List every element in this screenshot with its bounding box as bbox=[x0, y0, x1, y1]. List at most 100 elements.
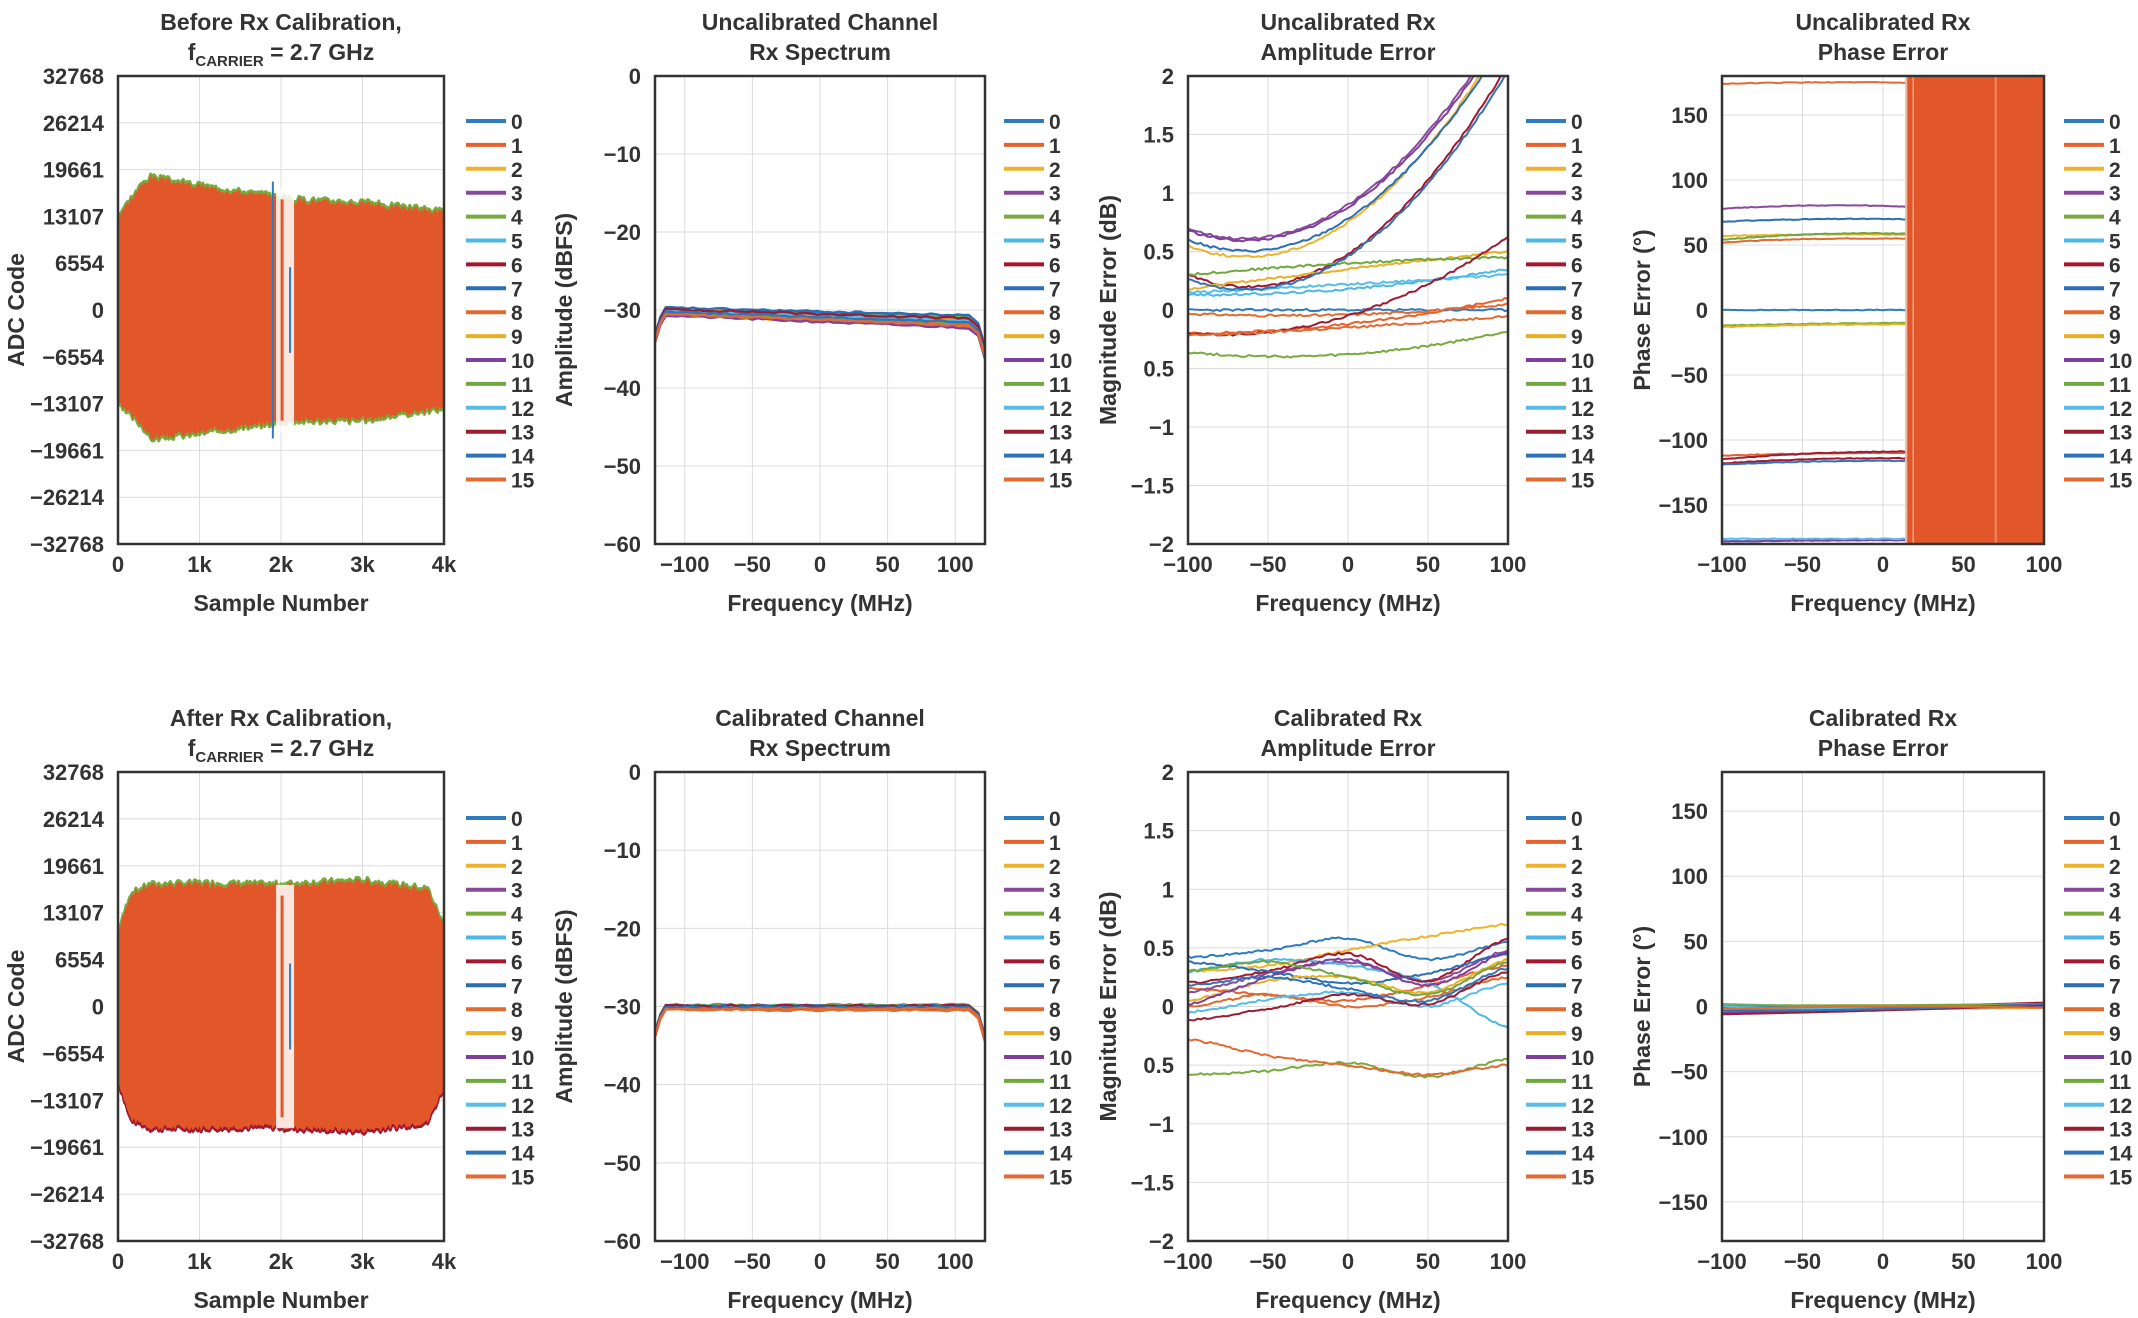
legend-label-9: 9 bbox=[1049, 1023, 1061, 1046]
plot-frame bbox=[653, 74, 987, 546]
legend-label-14: 14 bbox=[1571, 446, 1595, 469]
legend-label-8: 8 bbox=[1049, 302, 1061, 325]
x-tick-label: 2k bbox=[269, 552, 294, 577]
x-tick-label: −50 bbox=[1784, 552, 1821, 577]
y-tick-label: −20 bbox=[604, 916, 641, 941]
series-line-10 bbox=[1188, 951, 1508, 1006]
y-tick-label: 1.5 bbox=[1143, 819, 1174, 844]
series-edge-lower bbox=[118, 1081, 444, 1136]
chart-title-line2: Amplitude Error bbox=[1260, 735, 1435, 761]
y-tick-label: 0.5 bbox=[1143, 357, 1174, 382]
legend-label-5: 5 bbox=[511, 928, 523, 951]
legend-label-15: 15 bbox=[2109, 1167, 2133, 1190]
y-tick-label: −20 bbox=[604, 220, 641, 245]
series-line-2 bbox=[1188, 76, 1480, 258]
legend-label-4: 4 bbox=[511, 207, 523, 230]
y-tick-label: −50 bbox=[1671, 1060, 1708, 1085]
series-line-12 bbox=[1188, 273, 1508, 294]
legend-label-12: 12 bbox=[1049, 398, 1072, 421]
y-tick-label: 32768 bbox=[43, 760, 104, 785]
plot-frame bbox=[116, 770, 446, 1243]
x-tick-label: 100 bbox=[937, 1249, 974, 1274]
series-line-3 bbox=[1188, 949, 1508, 994]
legend-label-1: 1 bbox=[1049, 135, 1061, 158]
legend-label-6: 6 bbox=[1571, 951, 1583, 974]
legend-label-14: 14 bbox=[1571, 1143, 1595, 1166]
legend-label-13: 13 bbox=[511, 422, 534, 445]
series-line-7 bbox=[1188, 76, 1483, 253]
legend-label-9: 9 bbox=[511, 326, 523, 349]
x-tick-label: 100 bbox=[1490, 1249, 1527, 1274]
y-tick-label: 100 bbox=[1671, 168, 1708, 193]
legend-label-7: 7 bbox=[1049, 975, 1061, 998]
x-tick-label: 50 bbox=[1951, 552, 1975, 577]
legend-label-0: 0 bbox=[1571, 111, 1583, 134]
title-rest: = 2.7 GHz bbox=[264, 735, 375, 761]
plot-area bbox=[1722, 76, 2044, 544]
x-axis-label: Frequency (MHz) bbox=[1790, 590, 1975, 616]
x-tick-label: 3k bbox=[350, 1249, 375, 1274]
legend-label-1: 1 bbox=[511, 832, 523, 855]
chart-title-line1: Uncalibrated Channel bbox=[702, 9, 938, 35]
legend-label-0: 0 bbox=[511, 111, 523, 134]
legend-label-13: 13 bbox=[511, 1119, 534, 1142]
y-tick-label: −32768 bbox=[30, 1229, 104, 1254]
plot-area bbox=[1188, 76, 1508, 359]
x-axis-label: Frequency (MHz) bbox=[1790, 1287, 1975, 1313]
legend-label-10: 10 bbox=[1571, 1047, 1594, 1070]
series-line-0 bbox=[1188, 936, 1508, 962]
title-rest: = 2.7 GHz bbox=[264, 39, 375, 65]
chart-title-line1: Uncalibrated Rx bbox=[1260, 9, 1435, 35]
legend-label-8: 8 bbox=[511, 999, 523, 1022]
y-tick-label: 100 bbox=[1671, 864, 1708, 889]
legend-label-7: 7 bbox=[1049, 278, 1061, 301]
y-tick-label: 26214 bbox=[43, 807, 105, 832]
y-tick-label: −50 bbox=[604, 1151, 641, 1176]
legend-label-1: 1 bbox=[1049, 832, 1061, 855]
legend-label-4: 4 bbox=[2109, 904, 2121, 927]
series-line-7 bbox=[655, 305, 985, 348]
legend-label-7: 7 bbox=[511, 278, 523, 301]
legend-label-5: 5 bbox=[1571, 231, 1583, 254]
y-tick-label: 0 bbox=[1162, 298, 1174, 323]
legend-label-14: 14 bbox=[511, 446, 535, 469]
y-tick-label: −1 bbox=[1149, 415, 1174, 440]
legend-label-12: 12 bbox=[1049, 1095, 1072, 1118]
legend-label-5: 5 bbox=[1049, 231, 1061, 254]
y-tick-label: −1 bbox=[1149, 1112, 1174, 1137]
series-line-11 bbox=[1722, 1002, 2044, 1007]
legend-label-2: 2 bbox=[1571, 856, 1583, 879]
y-tick-label: −26214 bbox=[30, 1182, 105, 1207]
series-line-11 bbox=[1188, 255, 1508, 277]
legend-label-11: 11 bbox=[2109, 374, 2132, 397]
legend-label-14: 14 bbox=[1049, 446, 1073, 469]
legend-label-9: 9 bbox=[1571, 1023, 1583, 1046]
chart-title-line2: fCARRIER = 2.7 GHz bbox=[188, 735, 375, 766]
legend-label-12: 12 bbox=[1571, 1095, 1594, 1118]
series-line-6 bbox=[1188, 76, 1502, 289]
legend-label-1: 1 bbox=[1571, 832, 1583, 855]
y-tick-label: −1.5 bbox=[1131, 474, 1174, 499]
y-axis-label: Magnitude Error (dB) bbox=[1095, 195, 1121, 425]
series-line-12 bbox=[1188, 982, 1508, 1015]
y-tick-label: 0 bbox=[92, 298, 104, 323]
y-tick-label: 0 bbox=[1162, 995, 1174, 1020]
legend-label-10: 10 bbox=[2109, 1047, 2132, 1070]
x-tick-label: 1k bbox=[187, 552, 212, 577]
legend-label-15: 15 bbox=[2109, 470, 2133, 493]
y-tick-label: −6554 bbox=[42, 345, 105, 370]
legend-label-3: 3 bbox=[2109, 183, 2121, 206]
y-tick-label: −100 bbox=[1658, 1125, 1708, 1150]
y-tick-label: 6554 bbox=[55, 251, 105, 276]
y-tick-label: 13107 bbox=[43, 204, 104, 229]
legend-label-10: 10 bbox=[511, 1047, 534, 1070]
x-tick-label: 0 bbox=[814, 552, 826, 577]
y-tick-label: −40 bbox=[604, 1073, 641, 1098]
legend-label-13: 13 bbox=[2109, 422, 2132, 445]
legend-label-3: 3 bbox=[1049, 183, 1061, 206]
x-tick-label: 1k bbox=[187, 1249, 212, 1274]
y-tick-label: −50 bbox=[604, 454, 641, 479]
legend-label-2: 2 bbox=[1049, 159, 1061, 182]
series-line-7 bbox=[1188, 953, 1508, 985]
